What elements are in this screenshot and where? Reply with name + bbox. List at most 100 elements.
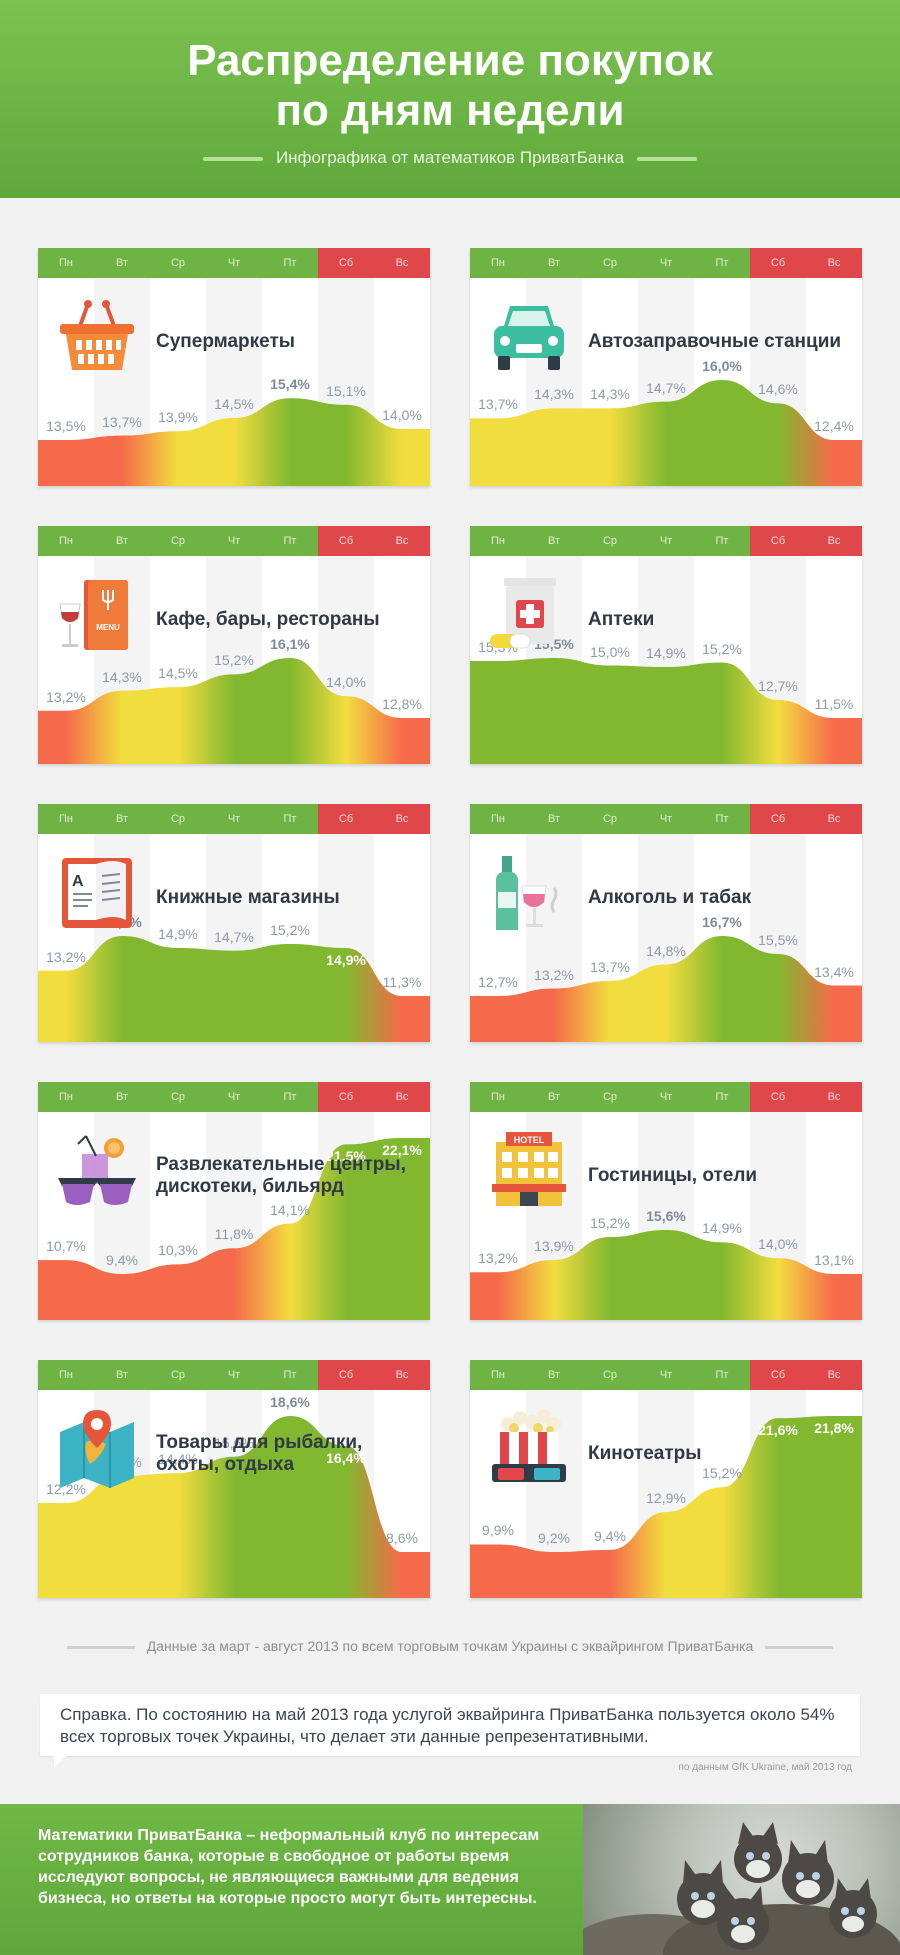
area-series — [38, 1416, 430, 1598]
car-icon — [488, 296, 570, 378]
day-label: Сб — [750, 1360, 806, 1390]
reference-note-text: Справка. По состоянию на май 2013 года у… — [60, 1705, 835, 1746]
wine-menu-icon — [56, 574, 138, 656]
day-label: Сб — [318, 526, 374, 556]
hotel-sign-text: HOTEL — [514, 1135, 545, 1145]
chart-title: Гостиницы, отели — [588, 1165, 758, 1186]
value-label: 16,4% — [326, 1449, 366, 1466]
basket-icon — [56, 296, 138, 378]
day-label: Сб — [750, 804, 806, 834]
header: Распределение покупок по дням недели Инф… — [0, 0, 900, 198]
day-label: Пн — [38, 1082, 94, 1112]
day-label: Вс — [374, 248, 430, 278]
chart-card: ПнВтСрЧтПтСбВс15,3%15,5%15,0%14,9%15,2%1… — [470, 526, 862, 764]
pharmacy-icon — [488, 574, 570, 656]
day-label: Сб — [750, 526, 806, 556]
day-label: Ср — [582, 1082, 638, 1112]
value-label: 21,6% — [758, 1422, 798, 1439]
chart-card: ПнВтСрЧтПтСбВс12,2%14,2%14,4%15,6%18,6%1… — [38, 1360, 430, 1598]
page-subtitle: Инфографика от математиков ПриватБанка — [275, 148, 625, 167]
data-source: Данные за март - август 2013 по всем тор… — [40, 1638, 860, 1654]
value-label: 13,7% — [590, 959, 630, 975]
area-series — [38, 658, 430, 764]
value-label: 15,4% — [270, 376, 310, 393]
value-label: 12,4% — [814, 418, 854, 434]
reference-note: Справка. По состоянию на май 2013 года у… — [40, 1694, 860, 1768]
day-label: Сб — [318, 248, 374, 278]
value-label: 13,1% — [814, 1252, 854, 1268]
value-label: 14,7% — [646, 379, 686, 396]
value-label: 13,7% — [478, 396, 518, 413]
value-label: 14,9% — [702, 1220, 742, 1237]
area-chart — [38, 1416, 430, 1598]
value-label: 9,9% — [482, 1522, 514, 1539]
value-label: 15,2% — [702, 1465, 742, 1482]
day-label: Чт — [206, 1082, 262, 1112]
day-label: Ср — [150, 1360, 206, 1390]
day-label: Чт — [638, 804, 694, 834]
day-label: Ср — [150, 248, 206, 278]
day-label: Пн — [38, 248, 94, 278]
day-label: Вт — [526, 248, 582, 278]
value-label: 8,6% — [386, 1530, 418, 1546]
day-label: Пт — [262, 248, 318, 278]
weekday-header: Пн Вт Ср Чт Пт Сб Вс — [470, 1360, 862, 1390]
value-label: 12,8% — [382, 696, 422, 712]
day-label: Вс — [374, 1360, 430, 1390]
area-series — [470, 658, 862, 764]
weekday-header: Пн Вт Ср Чт Пт Сб Вс — [470, 1082, 862, 1112]
day-label: Вт — [526, 526, 582, 556]
footer: Математики ПриватБанка – неформальный кл… — [0, 1804, 900, 1955]
day-label: Ср — [150, 1082, 206, 1112]
value-label: 14,9% — [326, 952, 366, 968]
chart-card: Пн Вт Ср Чт Пт Сб Вс 13,7% 14,3% 14,3% 14,7% 16,0% 1… — [470, 248, 862, 486]
bottle-glass-icon — [488, 852, 570, 934]
day-label: Пт — [262, 526, 318, 556]
value-label: 14,0% — [758, 1236, 798, 1253]
value-label: 14,5% — [158, 665, 198, 682]
day-label: Сб — [750, 248, 806, 278]
value-label: 14,3% — [102, 668, 142, 685]
value-label: 14,0% — [382, 407, 422, 423]
day-label: Сб — [750, 1082, 806, 1112]
chart-title: Товары для рыбалки, охоты, отдыха — [156, 1432, 363, 1475]
area-chart — [470, 658, 862, 764]
chart-title: Книжные магазины — [156, 887, 340, 908]
page-title: Распределение покупок по дням недели — [187, 36, 713, 135]
day-label: Чт — [638, 1360, 694, 1390]
day-label: Вт — [94, 804, 150, 834]
value-label: 15,2% — [214, 652, 254, 669]
value-label: 16,0% — [702, 358, 742, 374]
day-label: Вс — [806, 526, 862, 556]
day-label: Чт — [638, 248, 694, 278]
value-label: 11,3% — [382, 974, 422, 990]
day-label: Вт — [526, 1360, 582, 1390]
weekday-header: Пн Вт Ср Чт Пт Сб Вс — [38, 1082, 430, 1112]
value-label: 15,6% — [214, 1434, 254, 1451]
value-label: 15,0% — [590, 643, 630, 660]
sunglasses-drink-icon — [56, 1130, 138, 1212]
value-label: 13,5% — [46, 418, 86, 434]
reference-note-source: по данным GfK Ukraine, май 2013 год — [678, 1762, 853, 1773]
day-label: Вт — [526, 1082, 582, 1112]
value-label: 10,7% — [46, 1238, 86, 1255]
value-label: 16,7% — [702, 914, 742, 930]
day-label: Пт — [694, 248, 750, 278]
value-label: 18,6% — [270, 1394, 310, 1410]
chart-title: Супермаркеты — [156, 331, 296, 352]
value-label: 14,3% — [534, 386, 574, 403]
chart-title: Аптеки — [588, 609, 655, 630]
day-label: Ср — [150, 804, 206, 834]
chart-card: Пн Вт Ср Чт Пт Сб Вс 13,2% 13,9% 15,2% 15,6% 14,9% 1… — [470, 1082, 862, 1320]
chart-title: Развлекательные центры, дискотеки, билья… — [156, 1154, 406, 1197]
day-label: Пн — [470, 526, 526, 556]
weekday-header: Пн Вт Ср Чт Пт Сб Вс — [470, 248, 862, 278]
day-label: Вс — [374, 526, 430, 556]
chart-title: Кинотеатры — [588, 1443, 702, 1464]
area-series — [38, 936, 430, 1042]
chart-title: Алкоголь и табак — [588, 887, 752, 908]
day-label: Вт — [94, 1082, 150, 1112]
value-label: 21,8% — [814, 1420, 854, 1436]
chart-title: Автозаправочные станции — [588, 331, 842, 352]
area-chart — [470, 1416, 862, 1598]
